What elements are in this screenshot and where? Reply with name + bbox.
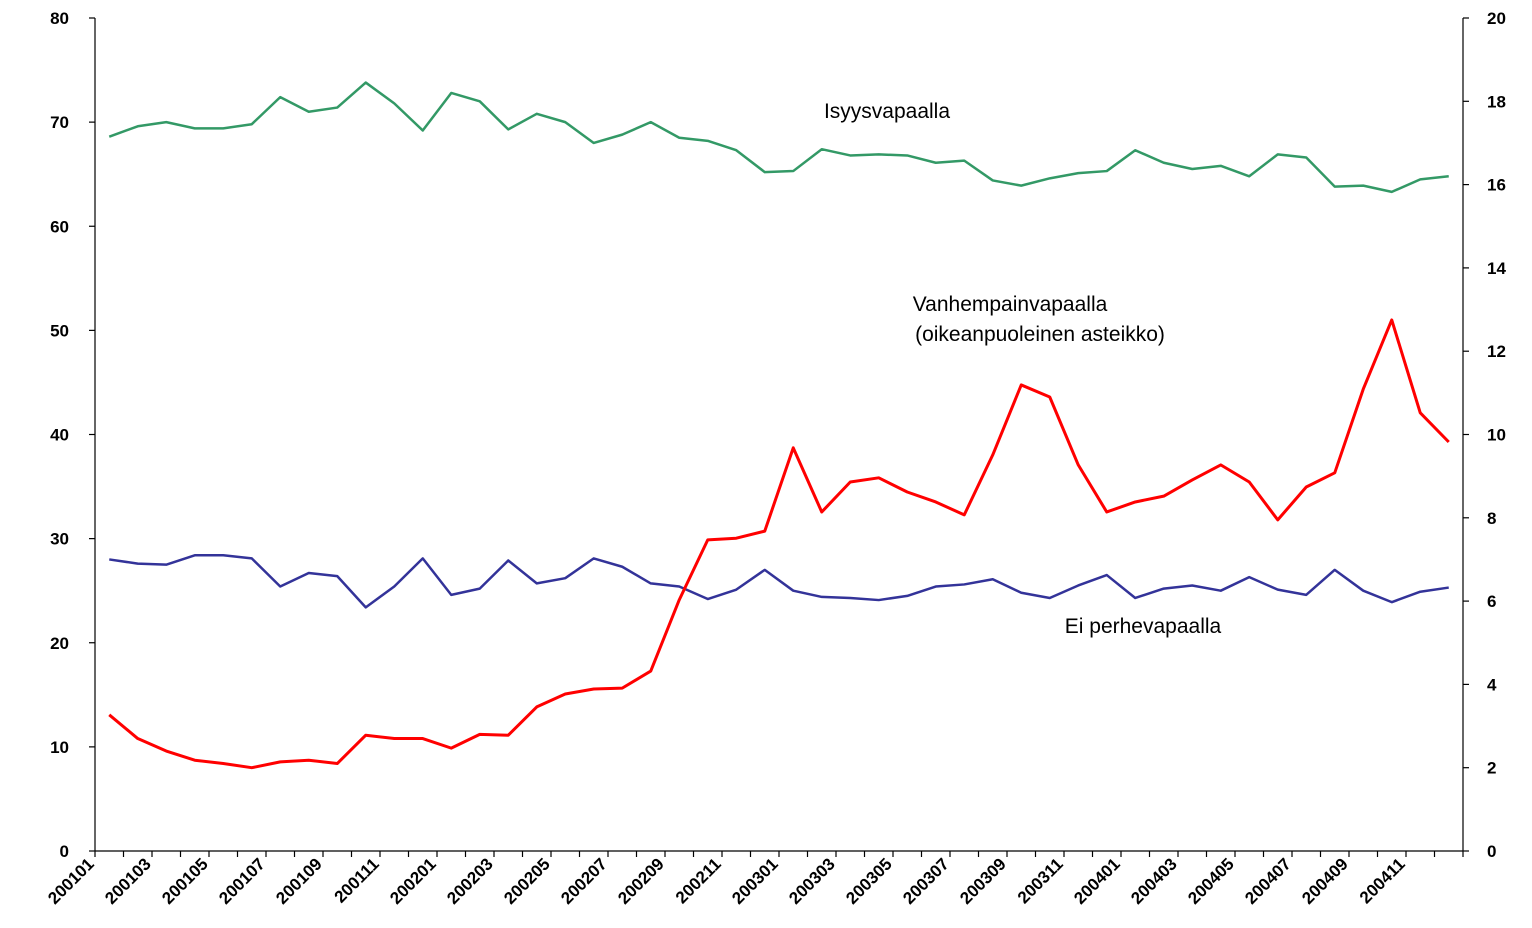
annotation: Ei perhevapaalla	[1065, 615, 1222, 638]
y-tick-label: 20	[50, 634, 69, 653]
y2-tick-label: 14	[1487, 259, 1506, 278]
x-tick-label: 200307	[899, 854, 953, 908]
series-line	[108, 81, 1449, 194]
x-tick-label: 200107	[215, 854, 269, 908]
y2-tick-label: 6	[1487, 592, 1496, 611]
x-tick-label: 200205	[500, 854, 554, 908]
x-tick-label: 200411	[1356, 854, 1409, 907]
x-tick-label: 200209	[614, 854, 668, 908]
x-tick-label: 200403	[1127, 854, 1181, 908]
annotation: Vanhempainvapaalla	[913, 293, 1108, 316]
y-tick-label: 10	[50, 738, 69, 757]
y2-tick-label: 20	[1487, 9, 1506, 28]
y-tick-label: 60	[50, 217, 69, 236]
x-tick-label: 200407	[1241, 854, 1295, 908]
y-tick-label: 40	[50, 426, 69, 445]
x-tick-label: 200207	[557, 854, 611, 908]
x-tick-label: 200311	[1014, 854, 1067, 907]
x-tick-label: 200211	[672, 854, 725, 907]
y2-tick-label: 12	[1487, 342, 1506, 361]
annotation: Isyysvapaalla	[824, 100, 950, 123]
y2-tick-label: 18	[1487, 92, 1506, 111]
x-tick-label: 200111	[331, 854, 383, 906]
x-tick-label: 200303	[785, 854, 839, 908]
x-tick-label: 200103	[101, 854, 155, 908]
x-tick-label: 200201	[386, 854, 440, 908]
y2-tick-label: 4	[1487, 675, 1497, 694]
x-tick-label: 200309	[956, 854, 1010, 908]
annotation: (oikeanpuoleinen asteikko)	[915, 323, 1165, 346]
x-tick-label: 200109	[272, 854, 326, 908]
x-tick-label: 200301	[728, 854, 782, 908]
y-tick-label: 50	[50, 321, 69, 340]
x-tick-label: 200305	[842, 854, 896, 908]
y2-tick-label: 16	[1487, 176, 1506, 195]
y2-tick-label: 10	[1487, 426, 1506, 445]
y2-tick-label: 8	[1487, 509, 1496, 528]
y2-tick-label: 0	[1487, 842, 1496, 861]
y-tick-label: 70	[50, 113, 69, 132]
x-tick-label: 200101	[44, 854, 98, 908]
y2-tick-label: 2	[1487, 759, 1496, 778]
series-line	[109, 554, 1449, 609]
series-line	[108, 318, 1450, 770]
y-tick-label: 0	[60, 842, 69, 861]
x-tick-label: 200401	[1070, 854, 1124, 908]
x-tick-label: 200105	[158, 854, 212, 908]
x-tick-label: 200203	[443, 854, 497, 908]
x-tick-label: 200409	[1298, 854, 1352, 908]
y-tick-label: 80	[50, 9, 69, 28]
x-tick-label: 200405	[1184, 854, 1238, 908]
y-tick-label: 30	[50, 530, 69, 549]
